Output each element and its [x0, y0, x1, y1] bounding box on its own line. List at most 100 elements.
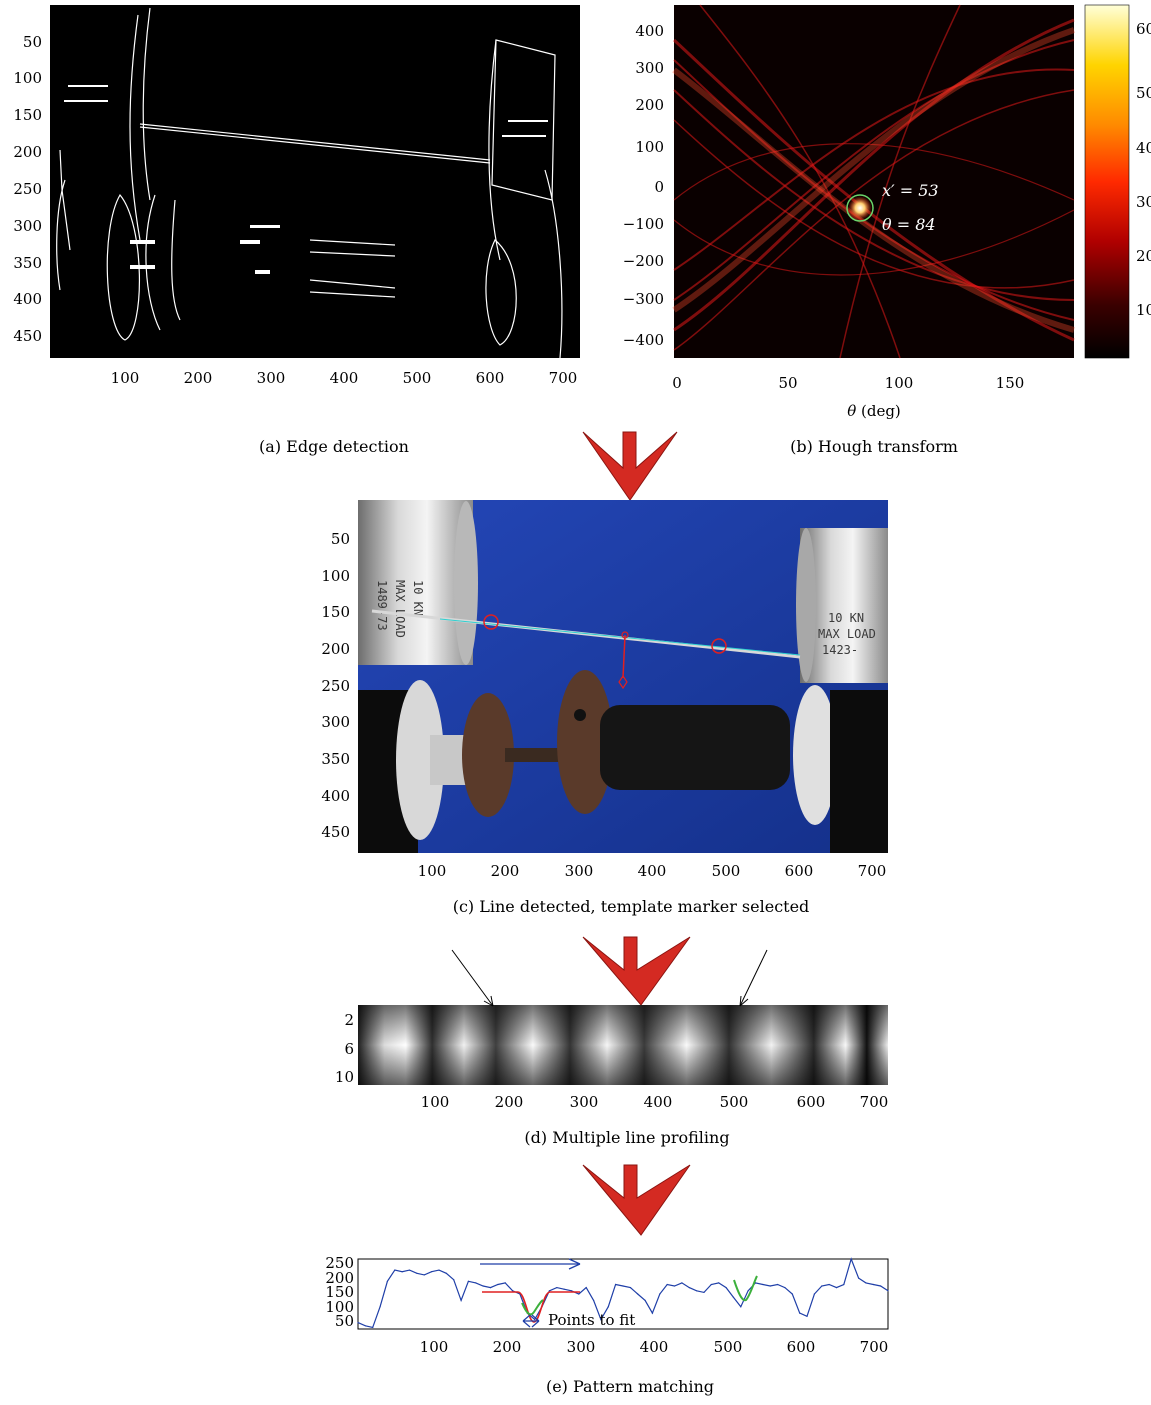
profile-point	[651, 1312, 654, 1314]
colorbar-tick: 60	[1136, 20, 1151, 38]
panel-a-y-ticks: 50 100 150 200 250 300 350 400 450	[13, 33, 42, 345]
x-tick: 100	[420, 1338, 449, 1356]
y-tick: 2	[344, 1011, 354, 1029]
profile-point	[482, 1285, 484, 1287]
x-tick: 500	[712, 862, 741, 880]
template-marker-1	[483, 614, 499, 630]
x-tick: 300	[257, 369, 286, 387]
profile-point	[637, 1293, 639, 1295]
hough-sinusoids	[672, 4, 1075, 359]
y-tick: 200	[321, 640, 350, 658]
y-tick: 400	[635, 22, 664, 40]
y-tick: 200	[635, 96, 664, 114]
profile-point	[534, 1318, 536, 1321]
x-tick: 200	[493, 1338, 522, 1356]
peak-theta-label: θ = 84	[882, 215, 936, 234]
peak-x-label: x′ = 53	[882, 181, 939, 200]
x-tick: 200	[184, 369, 213, 387]
colorbar-tick: 50	[1136, 84, 1151, 102]
profile-point	[460, 1299, 462, 1301]
profile-point	[644, 1299, 646, 1301]
y-tick: 350	[13, 254, 42, 272]
template-pattern	[482, 1291, 580, 1323]
profile-point	[762, 1283, 764, 1286]
edge-image	[50, 5, 580, 358]
y-tick: 50	[23, 33, 42, 51]
x-tick: 100	[111, 369, 140, 387]
y-tick: 150	[321, 603, 350, 621]
profile-point	[799, 1312, 801, 1314]
panel-a-caption: (a) Edge detection	[259, 437, 409, 456]
profile-point	[570, 1290, 573, 1292]
y-tick: 200	[13, 143, 42, 161]
profile-point	[740, 1306, 742, 1308]
flow-arrow-3	[582, 1164, 691, 1236]
scan-direction-arrowhead	[568, 1258, 581, 1270]
colorbar-tick: 40	[1136, 139, 1151, 157]
panel-c: 1489-73 MAX LOAD 10 KN 10 KN MAX LOAD 14…	[321, 500, 888, 916]
y-tick: 250	[321, 677, 350, 695]
profile-point	[622, 1285, 624, 1287]
profile-point	[747, 1290, 749, 1292]
x-tick: 150	[996, 374, 1025, 392]
profile-point	[769, 1285, 771, 1287]
right-grip-stamp: MAX LOAD	[818, 627, 876, 641]
profile-point	[600, 1318, 602, 1321]
profile-point	[445, 1272, 447, 1274]
profile-point	[394, 1269, 396, 1271]
x-tick: 100	[885, 374, 914, 392]
y-tick: 150	[13, 106, 42, 124]
profile-point	[504, 1282, 506, 1284]
profile-point	[467, 1280, 469, 1282]
x-tick: 400	[330, 369, 359, 387]
fit-range-arrow	[522, 1314, 540, 1328]
profile-point	[357, 1322, 359, 1324]
profile-point	[548, 1290, 551, 1292]
panel-d-caption: (d) Multiple line profiling	[524, 1128, 729, 1147]
bottom-fixture	[358, 670, 888, 853]
edge-contours	[56, 7, 563, 359]
panel-d: 2 6 10 100 200 300 400 500 600 700 (d) M…	[335, 949, 889, 1147]
colorbar-tick: 20	[1136, 247, 1151, 265]
x-tick: 400	[644, 1093, 673, 1111]
y-tick: 6	[344, 1040, 354, 1058]
y-tick: 350	[321, 750, 350, 768]
x-tick: 700	[860, 1093, 889, 1111]
profile-point	[489, 1287, 492, 1289]
colorbar-tick: 10	[1136, 301, 1151, 319]
x-tick: 50	[778, 374, 797, 392]
plot-frame	[357, 1258, 889, 1330]
edge-text-blobs	[64, 85, 548, 274]
profile-point	[607, 1306, 609, 1308]
x-tick: 300	[567, 1338, 596, 1356]
profile-point	[585, 1287, 587, 1289]
pointer-arrowhead-left	[483, 995, 494, 1007]
profile-point	[828, 1283, 830, 1286]
y-tick: 100	[321, 567, 350, 585]
profile-point	[732, 1296, 735, 1298]
x-tick: 600	[785, 862, 814, 880]
x-tick: 700	[549, 369, 578, 387]
profile-point	[563, 1288, 565, 1290]
y-tick: 100	[325, 1298, 354, 1316]
panel-a: 50 100 150 200 250 300 350 400 450 100 2…	[13, 5, 580, 456]
x-tick: 700	[860, 1338, 889, 1356]
y-tick: 50	[335, 1312, 354, 1330]
panel-c-x-ticks: 100 200 300 400 500 600 700	[418, 862, 887, 880]
y-tick: 400	[321, 787, 350, 805]
fit-points-1	[521, 1299, 544, 1316]
hough-peak	[848, 196, 872, 220]
profile-point	[379, 1306, 381, 1308]
panel-c-caption: (c) Line detected, template marker selec…	[453, 897, 810, 916]
colorbar-tick: 30	[1136, 193, 1151, 211]
profile-point	[887, 1290, 889, 1292]
points-to-fit-label: Points to fit	[548, 1311, 635, 1329]
right-grip-stamp: 10 KN	[828, 611, 864, 625]
profile-point	[791, 1293, 793, 1295]
profile-point	[629, 1287, 632, 1289]
profile-point	[401, 1271, 403, 1273]
y-tick: 100	[635, 138, 664, 156]
y-tick: 200	[325, 1269, 354, 1287]
profile-point	[821, 1285, 823, 1287]
panel-e-x-ticks: 100 200 300 400 500 600 700	[420, 1338, 889, 1356]
